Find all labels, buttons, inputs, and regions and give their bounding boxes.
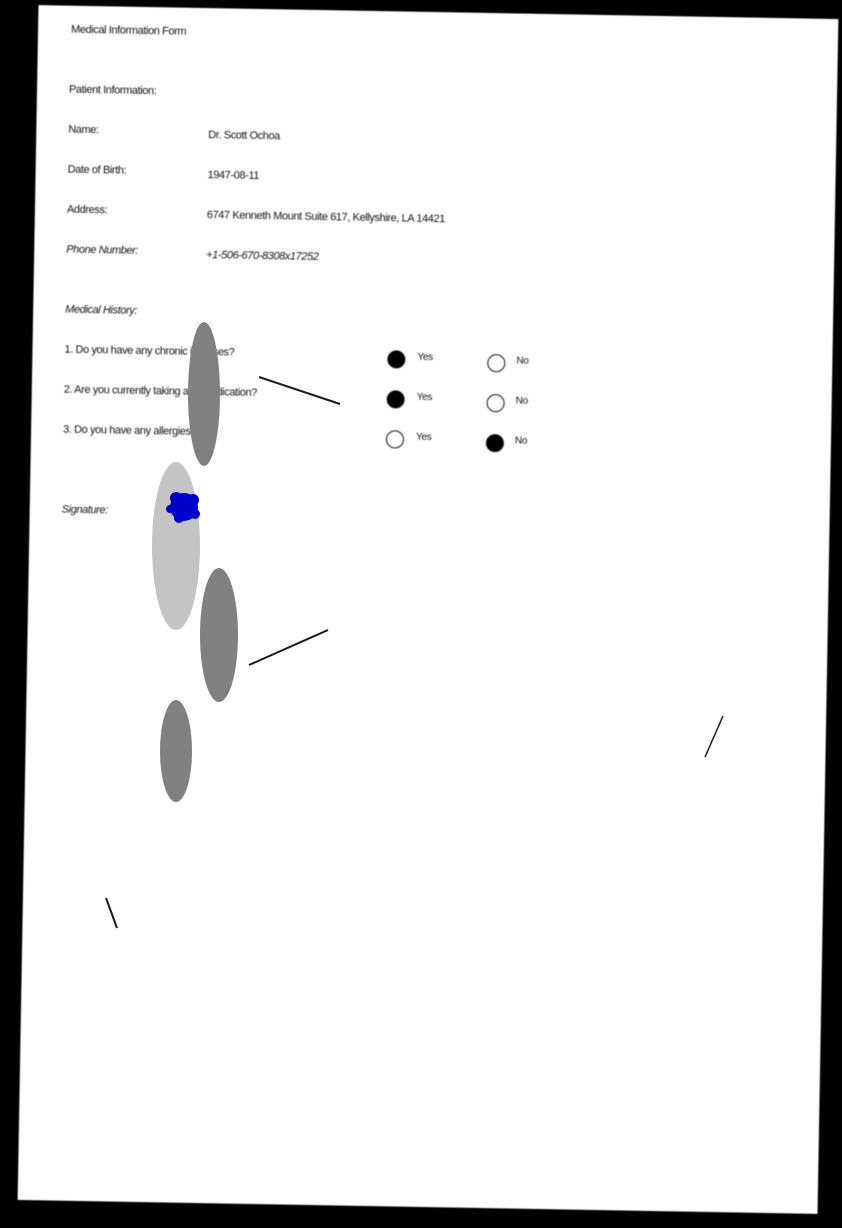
q2-no-radio[interactable] — [486, 393, 505, 413]
q2-yes-radio[interactable] — [386, 390, 405, 409]
address-value: 6747 Kenneth Mount Suite 617, Kellyshire… — [206, 209, 446, 226]
q1-yes-label: Yes — [417, 351, 433, 364]
question-3-text: 3. Do you have any allergies? — [62, 423, 197, 438]
q2-no-label: No — [515, 395, 528, 407]
q3-no-label: No — [514, 435, 528, 447]
history-section-heading: Medical History: — [65, 303, 138, 317]
q1-no-label: No — [516, 355, 529, 367]
dob-label: Date of Birth: — [67, 163, 127, 177]
q1-yes-radio[interactable] — [387, 350, 406, 369]
q3-no-radio[interactable] — [485, 433, 505, 453]
address-label: Address: — [66, 203, 108, 217]
question-1-text: 1. Do you have any chronic illnesses? — [64, 343, 235, 359]
dob-value: 1947-08-11 — [207, 169, 260, 182]
form-title: Medical Information Form — [70, 23, 187, 38]
name-label: Name: — [68, 123, 99, 137]
phone-label: Phone Number: — [66, 243, 139, 257]
q3-yes-radio[interactable] — [385, 430, 405, 449]
question-2-text: 2. Are you currently taking any medicati… — [63, 383, 258, 399]
signature-label: Signature: — [61, 503, 108, 517]
form-page: Medical Information Form Patient Informa… — [17, 5, 839, 1214]
patient-section-heading: Patient Information: — [68, 83, 157, 98]
phone-value: +1-506-670-8308x17252 — [206, 249, 319, 264]
q1-no-radio[interactable] — [487, 353, 506, 373]
q2-yes-label: Yes — [416, 391, 433, 404]
name-value: Dr. Scott Ochoa — [208, 129, 281, 143]
q3-yes-label: Yes — [415, 431, 432, 444]
